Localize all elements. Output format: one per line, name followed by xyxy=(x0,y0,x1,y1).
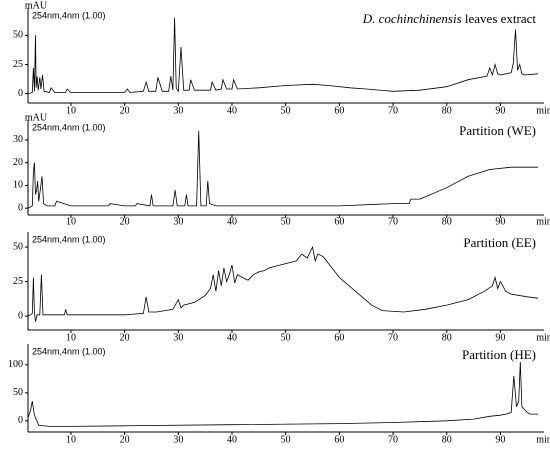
x-tick-label: 10 xyxy=(66,216,76,227)
x-tick-label: 80 xyxy=(442,216,452,227)
x-tick-label: 10 xyxy=(66,105,76,116)
x-tick-label: 30 xyxy=(173,434,183,445)
y-tick-label: 50 xyxy=(13,30,23,41)
x-tick-label: 50 xyxy=(281,434,291,445)
panel-title-text: Partition (WE) xyxy=(459,123,536,138)
x-axis-label: min xyxy=(536,105,550,116)
x-axis-label: min xyxy=(536,434,550,445)
y-tick-label: 10 xyxy=(13,180,23,191)
x-tick-label: 40 xyxy=(227,105,237,116)
x-tick-label: 50 xyxy=(281,332,291,343)
panel-title: Partition (HE) xyxy=(462,347,536,362)
panel-title-italic: D. cochinchinensis xyxy=(362,11,462,26)
x-axis-label: min xyxy=(536,216,550,227)
x-tick-label: 30 xyxy=(173,332,183,343)
x-tick-label: 90 xyxy=(495,434,505,445)
x-tick-label: 20 xyxy=(120,216,130,227)
y-tick-label: 50 xyxy=(13,241,23,252)
x-tick-label: 10 xyxy=(66,434,76,445)
x-tick-label: 60 xyxy=(334,105,344,116)
x-tick-label: 60 xyxy=(334,434,344,445)
y-tick-label: 100 xyxy=(8,359,23,370)
x-axis-label: min xyxy=(536,332,550,343)
y-tick-label: 20 xyxy=(13,157,23,168)
x-tick-label: 40 xyxy=(227,332,237,343)
y-axis-label: mAU xyxy=(25,112,48,123)
x-tick-label: 70 xyxy=(388,434,398,445)
chromatogram-line xyxy=(27,361,538,427)
x-tick-label: 70 xyxy=(388,105,398,116)
x-tick-label: 30 xyxy=(173,216,183,227)
x-tick-label: 20 xyxy=(120,434,130,445)
y-axis-label: mAU xyxy=(25,0,48,11)
panel-title: Partition (EE) xyxy=(463,235,536,250)
x-tick-label: 40 xyxy=(227,216,237,227)
x-tick-label: 60 xyxy=(334,332,344,343)
y-tick-label: 50 xyxy=(13,387,23,398)
y-tick-label: 25 xyxy=(13,59,23,70)
panel-title-text: Partition (HE) xyxy=(462,347,536,362)
x-tick-label: 40 xyxy=(227,434,237,445)
detector-label: 254nm,4nm (1.00) xyxy=(32,234,106,244)
chromatogram-line xyxy=(27,130,538,209)
x-tick-label: 70 xyxy=(388,332,398,343)
y-tick-label: 0 xyxy=(18,202,23,213)
panel-title-text: Partition (EE) xyxy=(463,235,536,250)
x-tick-label: 80 xyxy=(442,434,452,445)
x-tick-label: 30 xyxy=(173,105,183,116)
x-tick-label: 90 xyxy=(495,332,505,343)
y-tick-label: 25 xyxy=(13,276,23,287)
panel-title: Partition (WE) xyxy=(459,123,536,138)
y-tick-label: 0 xyxy=(18,415,23,426)
x-tick-label: 80 xyxy=(442,105,452,116)
x-tick-label: 10 xyxy=(66,332,76,343)
detector-label: 254nm,4nm (1.00) xyxy=(32,10,106,20)
x-tick-label: 70 xyxy=(388,216,398,227)
y-tick-label: 0 xyxy=(18,88,23,99)
x-tick-label: 20 xyxy=(120,105,130,116)
x-tick-label: 60 xyxy=(334,216,344,227)
chromatogram-line xyxy=(27,17,539,95)
x-tick-label: 90 xyxy=(495,105,505,116)
detector-label: 254nm,4nm (1.00) xyxy=(32,346,106,356)
detector-label: 254nm,4nm (1.00) xyxy=(32,122,106,132)
x-tick-label: 50 xyxy=(281,216,291,227)
x-tick-label: 90 xyxy=(495,216,505,227)
panel-title: D. cochinchinensis leaves extract xyxy=(362,11,537,26)
x-tick-label: 80 xyxy=(442,332,452,343)
x-tick-label: 50 xyxy=(281,105,291,116)
chromatogram-line xyxy=(27,245,539,322)
panel-title-text: leaves extract xyxy=(465,11,536,26)
x-tick-label: 20 xyxy=(120,332,130,343)
y-tick-label: 30 xyxy=(13,134,23,145)
y-tick-label: 0 xyxy=(18,310,23,321)
